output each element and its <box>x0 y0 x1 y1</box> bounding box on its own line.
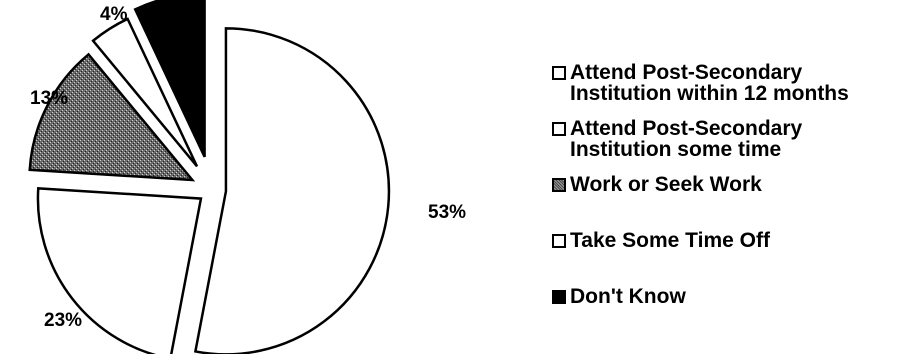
legend-swatch <box>552 66 566 80</box>
pie-slice <box>133 0 206 158</box>
legend-swatch <box>552 234 566 248</box>
pie-slice <box>193 27 391 356</box>
pie-slice <box>36 187 203 359</box>
legend-item: Don't Know <box>552 286 686 307</box>
legend-swatch <box>552 122 566 136</box>
slice-value-label: 4% <box>100 4 128 25</box>
pie-slice <box>28 52 196 182</box>
slice-value-label: 23% <box>44 310 82 331</box>
legend-swatch <box>552 178 566 192</box>
legend-label: Don't Know <box>570 285 686 308</box>
slice-value-label: 53% <box>428 202 466 223</box>
legend-item: Take Some Time Off <box>552 230 770 251</box>
legend-label: Attend Post-Secondary Institution within… <box>570 61 849 105</box>
pie-slice <box>91 17 199 168</box>
legend-item: Work or Seek Work <box>552 174 762 195</box>
legend-label: Work or Seek Work <box>570 173 762 196</box>
legend-label: Take Some Time Off <box>570 229 770 252</box>
legend-swatch <box>552 290 566 304</box>
legend-item: Attend Post-Secondary Institution some t… <box>552 118 802 160</box>
legend-item: Attend Post-Secondary Institution within… <box>552 62 849 104</box>
slice-value-label: 13% <box>30 88 68 109</box>
legend-label: Attend Post-Secondary Institution some t… <box>570 117 803 161</box>
